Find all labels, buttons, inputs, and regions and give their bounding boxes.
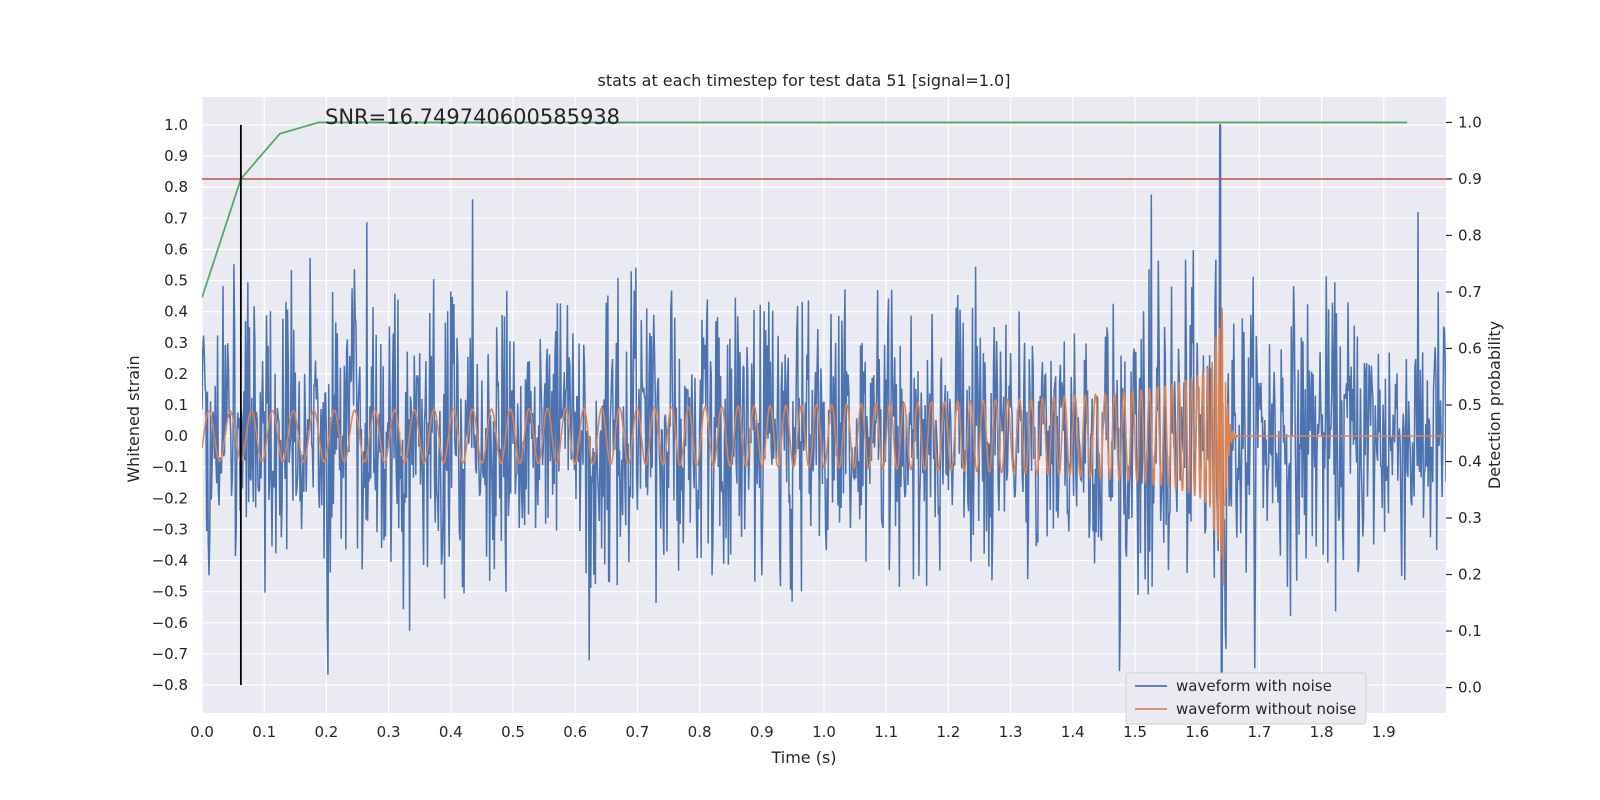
series-detection-probability bbox=[202, 121, 1408, 298]
x-tick-label: 1.8 bbox=[1310, 723, 1334, 741]
y2-axis-label: Detection probability bbox=[1485, 321, 1504, 489]
y2-tick-label: 0.2 bbox=[1458, 566, 1482, 584]
x-tick-label: 1.3 bbox=[999, 723, 1023, 741]
y-tick-label: 1.0 bbox=[164, 116, 188, 134]
x-tick-label: 1.1 bbox=[874, 723, 898, 741]
y-axis-label: Whitened strain bbox=[124, 355, 143, 482]
legend-label-clean: waveform without noise bbox=[1176, 700, 1356, 718]
x-tick-label: 1.6 bbox=[1185, 723, 1209, 741]
x-tick-label: 1.0 bbox=[812, 723, 836, 741]
x-tick-label: 0.8 bbox=[688, 723, 712, 741]
y-tick-label: 0.0 bbox=[164, 427, 188, 445]
y-tick-label: −0.5 bbox=[152, 583, 188, 601]
y2-tick-label: 0.3 bbox=[1458, 509, 1482, 527]
x-tick-label: 0.3 bbox=[377, 723, 401, 741]
series-waveform-without-noise bbox=[202, 307, 1446, 586]
x-axis-ticks: 0.0 0.1 0.2 0.3 0.4 0.5 0.6 0.7 0.8 0.9 1.0 1.1 1.2 1… bbox=[190, 723, 1396, 741]
y-tick-label: 0.2 bbox=[164, 365, 188, 383]
y2-tick-label: 0.5 bbox=[1458, 396, 1482, 414]
x-tick-label: 0.7 bbox=[625, 723, 649, 741]
y-tick-label: 0.8 bbox=[164, 178, 188, 196]
y2-tick-label: 1.0 bbox=[1458, 113, 1482, 131]
x-tick-label: 1.2 bbox=[936, 723, 960, 741]
y2-tick-label: 0.4 bbox=[1458, 453, 1482, 471]
y2-tick-label: 0.8 bbox=[1458, 226, 1482, 244]
x-tick-label: 1.9 bbox=[1372, 723, 1396, 741]
y-tick-label: −0.2 bbox=[152, 489, 188, 507]
y2-tick-label: 0.6 bbox=[1458, 339, 1482, 357]
snr-annotation: SNR=16.749740600585938 bbox=[325, 105, 620, 129]
y-tick-label: −0.4 bbox=[152, 552, 188, 570]
x-tick-label: 0.0 bbox=[190, 723, 214, 741]
legend-box bbox=[1125, 672, 1367, 725]
y-tick-label: 0.9 bbox=[164, 147, 188, 165]
x-tick-label: 1.4 bbox=[1061, 723, 1085, 741]
y-tick-label: 0.4 bbox=[164, 303, 188, 321]
x-tick-label: 0.2 bbox=[314, 723, 338, 741]
y2-tick-label: 0.0 bbox=[1458, 679, 1482, 697]
y-tick-label: −0.8 bbox=[152, 676, 188, 694]
y-axis-ticks: 1.0 0.9 0.8 0.7 0.6 0.5 0.4 0.3 0.2 0.1 0.0 −0.1 −0.… bbox=[152, 116, 188, 694]
y2-axis-ticks: 1.0 0.9 0.8 0.7 0.6 0.5 0.4 0.3 0.2 0.1 0.0 bbox=[1446, 113, 1482, 697]
y2-tick-label: 0.1 bbox=[1458, 622, 1482, 640]
y-tick-label: −0.6 bbox=[152, 614, 188, 632]
y-tick-label: −0.7 bbox=[152, 645, 188, 663]
x-tick-label: 1.7 bbox=[1247, 723, 1271, 741]
plot-content bbox=[202, 121, 1446, 699]
x-axis-label: Time (s) bbox=[770, 748, 836, 767]
legend-label-noise: waveform with noise bbox=[1176, 677, 1332, 695]
y-tick-label: −0.1 bbox=[152, 458, 188, 476]
x-tick-label: 0.9 bbox=[750, 723, 774, 741]
x-tick-label: 0.6 bbox=[563, 723, 587, 741]
x-tick-label: 0.5 bbox=[501, 723, 525, 741]
chart-title: stats at each timestep for test data 51 … bbox=[598, 71, 1011, 90]
x-tick-label: 1.5 bbox=[1123, 723, 1147, 741]
y2-tick-label: 0.9 bbox=[1458, 170, 1482, 188]
y-tick-label: 0.3 bbox=[164, 334, 188, 352]
y-tick-label: 0.5 bbox=[164, 272, 188, 290]
y2-tick-label: 0.7 bbox=[1458, 283, 1482, 301]
y-tick-label: 0.7 bbox=[164, 209, 188, 227]
series-waveform-with-noise bbox=[202, 124, 1446, 699]
x-tick-label: 0.1 bbox=[252, 723, 276, 741]
x-tick-label: 0.4 bbox=[439, 723, 463, 741]
y-tick-label: −0.3 bbox=[152, 520, 188, 538]
legend: waveform with noise waveform without noi… bbox=[1125, 672, 1367, 725]
y-tick-label: 0.6 bbox=[164, 240, 188, 258]
y-tick-label: 0.1 bbox=[164, 396, 188, 414]
